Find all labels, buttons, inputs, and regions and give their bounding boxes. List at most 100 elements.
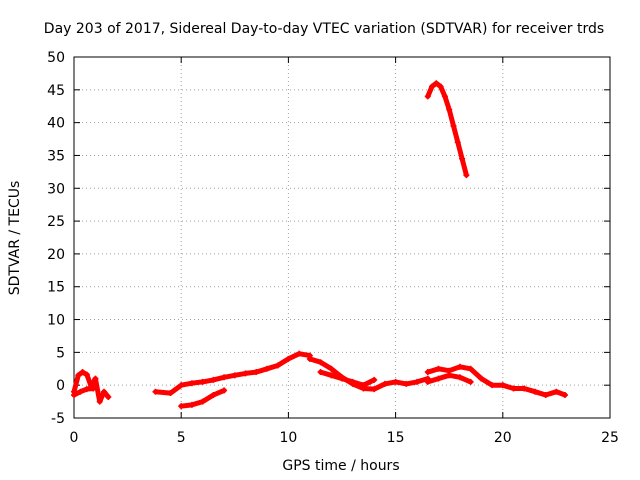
y-tick-label: 40 xyxy=(47,116,65,132)
chart-title: Day 203 of 2017, Sidereal Day-to-day VTE… xyxy=(44,21,604,37)
series-trace-b xyxy=(152,350,313,397)
data-point xyxy=(83,371,90,378)
data-point xyxy=(542,392,549,399)
data-point xyxy=(478,375,485,382)
y-tick-label: 35 xyxy=(47,148,65,164)
data-point xyxy=(456,374,463,381)
y-tick-label: -5 xyxy=(51,411,65,427)
data-point xyxy=(221,374,228,381)
data-point xyxy=(435,375,442,382)
data-point xyxy=(414,378,421,385)
data-point xyxy=(339,375,345,382)
x-axis-label: GPS time / hours xyxy=(282,458,399,474)
series-trace-a-lower xyxy=(71,385,97,399)
y-tick-label: 10 xyxy=(47,313,65,329)
data-point xyxy=(274,362,281,369)
data-point xyxy=(456,363,463,370)
data-point xyxy=(328,365,335,372)
data-point xyxy=(96,398,103,405)
data-point xyxy=(349,378,356,385)
data-point xyxy=(317,359,324,366)
y-tick-label: 0 xyxy=(56,378,65,394)
data-series xyxy=(71,80,568,410)
data-point xyxy=(231,372,238,379)
y-tick-label: 30 xyxy=(47,181,65,197)
data-point xyxy=(459,155,466,162)
x-tick-label: 25 xyxy=(601,430,619,446)
data-point xyxy=(77,388,84,395)
data-point xyxy=(296,350,303,357)
data-point xyxy=(242,370,249,377)
data-point xyxy=(253,369,260,376)
data-point xyxy=(371,386,378,393)
x-tick-label: 15 xyxy=(387,430,405,446)
data-point xyxy=(463,172,470,179)
data-point xyxy=(441,93,448,100)
series-trace xyxy=(71,386,96,398)
data-point xyxy=(561,392,568,399)
data-point xyxy=(167,390,174,397)
data-point xyxy=(152,388,159,395)
data-point xyxy=(403,380,410,387)
data-point xyxy=(210,392,217,399)
series-trace-c-upper xyxy=(317,369,378,389)
data-point xyxy=(429,83,436,90)
data-point xyxy=(306,355,313,362)
data-point xyxy=(450,122,457,129)
x-tick-label: 20 xyxy=(494,430,512,446)
grid-lines xyxy=(74,57,610,418)
data-point xyxy=(360,382,367,389)
data-point xyxy=(210,376,217,383)
data-point xyxy=(105,393,112,400)
data-point xyxy=(75,372,82,379)
tick-labels: 0 5 10 15 20 25 -5 0 5 10 15 20 25 30 35 40 45 50 xyxy=(47,50,619,446)
series-trace-e xyxy=(424,80,470,179)
data-point xyxy=(83,386,90,393)
data-point xyxy=(499,382,506,389)
data-point xyxy=(424,369,431,376)
data-point xyxy=(446,106,453,113)
data-point xyxy=(188,401,195,408)
data-point xyxy=(178,382,185,389)
series-trace-d-lower xyxy=(424,372,474,385)
y-tick-label: 20 xyxy=(47,247,65,263)
y-tick-label: 15 xyxy=(47,280,65,296)
series-trace-b-lower xyxy=(178,387,228,410)
data-point xyxy=(285,355,292,362)
data-point xyxy=(371,376,378,383)
data-point xyxy=(521,385,528,392)
data-point xyxy=(437,83,444,90)
data-point xyxy=(92,375,99,382)
y-tick-label: 45 xyxy=(47,83,65,99)
data-point xyxy=(454,139,461,146)
y-tick-label: 5 xyxy=(56,345,65,361)
series-trace-d xyxy=(424,363,568,399)
data-point xyxy=(392,378,399,385)
data-point xyxy=(531,388,538,395)
data-point xyxy=(381,380,388,387)
data-point xyxy=(467,365,474,372)
y-tick-label: 50 xyxy=(47,50,65,66)
data-point xyxy=(71,392,77,399)
data-point xyxy=(435,365,442,372)
data-point xyxy=(489,382,496,389)
data-point xyxy=(101,388,108,395)
data-point xyxy=(263,365,270,372)
data-point xyxy=(424,378,431,385)
x-tick-label: 5 xyxy=(177,430,186,446)
data-point xyxy=(317,369,324,376)
data-point xyxy=(199,378,206,385)
data-point xyxy=(446,372,453,379)
series-trace xyxy=(425,80,469,178)
data-point xyxy=(553,388,560,395)
x-tick-label: 10 xyxy=(279,430,297,446)
data-point xyxy=(328,372,335,379)
data-point xyxy=(199,398,206,405)
data-point xyxy=(178,403,185,410)
data-point xyxy=(510,385,517,392)
data-point xyxy=(424,93,431,100)
data-point xyxy=(221,387,228,394)
data-point xyxy=(467,378,474,385)
